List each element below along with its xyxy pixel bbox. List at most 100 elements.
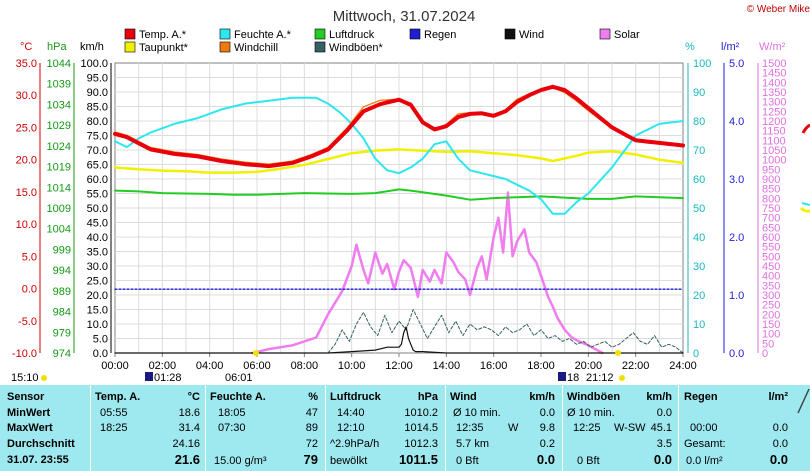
solar-tick-label: 1300 <box>762 97 786 109</box>
rain-unit-label: l/m² <box>721 41 740 53</box>
axis-unit-labels: °C hPa km/h % l/m² W/m² <box>20 41 786 53</box>
pressure-max-time: 12:10 <box>337 422 365 434</box>
x-tick-label: 24:00 <box>669 360 697 372</box>
wind-current-value: 0.0 <box>536 452 555 467</box>
pressure-tick-label: 974 <box>53 348 71 360</box>
rain-rate: 0.0 l/m² <box>686 455 723 467</box>
series-windb-en <box>327 309 684 354</box>
rain-total-label: Gesamt: <box>684 438 726 450</box>
solar-tick-label: 350 <box>762 280 780 292</box>
pressure-max-value: 1014.5 <box>404 422 438 434</box>
pressure-current-value: 1011.5 <box>398 452 438 467</box>
rain-max-value: 0.0 <box>772 422 788 434</box>
pressure-tick-label: 1019 <box>47 162 71 174</box>
rain-tick-label: 1.0 <box>729 290 744 302</box>
legend-swatch <box>219 28 231 40</box>
wind-avg-value: 0.2 <box>539 438 555 450</box>
edge-fragment-dark <box>797 388 810 414</box>
wind-tick-label: 20.0 <box>87 290 108 302</box>
temp-tick-label: 0.0 <box>22 284 37 296</box>
series-feuchte-a <box>114 96 684 215</box>
humidity-tick-label: 100 <box>693 58 711 70</box>
rain-tick-label: 3.0 <box>729 174 744 186</box>
rain-unit: l/m² <box>768 391 788 403</box>
chart-title: Mittwoch, 31.07.2024 <box>333 8 476 25</box>
solar-tick-label: 550 <box>762 242 780 254</box>
humidity-tick-label: 20 <box>693 290 705 302</box>
x-tick-label: 16:00 <box>480 360 508 372</box>
pressure-header: Luftdruck <box>330 391 381 403</box>
wind-unit-label: km/h <box>80 41 104 53</box>
start-time-label: 15:10 <box>11 372 39 384</box>
sunset-label: 06:01 <box>225 372 253 384</box>
moon-time-label: 21:12 <box>586 372 614 384</box>
solar-tick-label: 700 <box>762 213 780 225</box>
pressure-tick-label: 984 <box>53 307 71 319</box>
gust-min-value: 0.0 <box>656 407 672 419</box>
pressure-trend: ^2.9hPa/h <box>330 438 380 450</box>
rain-max-time: 00:00 <box>690 422 718 434</box>
humidity-min-value: 47 <box>305 407 318 419</box>
solar-tick-label: 300 <box>762 290 780 302</box>
pressure-min-time: 14:40 <box>337 407 365 419</box>
legend-label: Luftdruck <box>329 29 375 41</box>
chart-legend: Temp. A.* Feuchte A.* Luftdruck Regen Wind So… <box>124 28 640 54</box>
wind-unit: km/h <box>529 391 555 403</box>
wind-max-direction: W <box>508 422 519 434</box>
legend-label: Windchill <box>234 42 278 54</box>
legend-swatch <box>124 41 136 53</box>
start-time-dot <box>41 375 47 381</box>
wind-header: Wind <box>450 391 477 403</box>
wind-min-value: 0.0 <box>539 407 555 419</box>
row-label-current: 31.07. 23:55 <box>7 454 69 466</box>
sunset-dot <box>253 350 259 356</box>
solar-tick-label: 1000 <box>762 155 786 167</box>
pressure-tick-label: 1024 <box>47 141 71 153</box>
humidity-absolute: 15.00 g/m³ <box>214 455 267 467</box>
wind-avg-label: Ø 10 min. <box>453 407 501 419</box>
solar-tick-label: 500 <box>762 251 780 263</box>
chart-series <box>113 84 685 355</box>
edge-fragment-cyan <box>801 202 810 206</box>
pressure-unit-label: hPa <box>47 41 67 53</box>
wind-tick-label: 5.0 <box>93 334 108 346</box>
solar-tick-label: 0 <box>762 348 768 360</box>
solar-tick-label: 600 <box>762 232 780 244</box>
gust-current-value: 0.0 <box>653 452 672 467</box>
legend-label: Regen <box>424 29 456 41</box>
gust-header: Windböen <box>567 391 621 403</box>
legend-label: Feuchte A.* <box>234 29 292 41</box>
gust-max-time: 12:25 <box>573 422 601 434</box>
wind-tick-label: 65.0 <box>87 160 108 172</box>
x-tick-label: 06:00 <box>243 360 271 372</box>
solar-unit-label: W/m² <box>759 41 786 53</box>
legend-swatch <box>504 28 516 40</box>
temp-tick-label: 35.0 <box>16 58 37 70</box>
pressure-tick-label: 1044 <box>47 58 71 70</box>
wind-max-time: 12:35 <box>456 422 484 434</box>
humidity-tick-label: 50 <box>693 203 705 215</box>
row-label-avg: Durchschnitt <box>7 438 75 450</box>
pressure-tick-label: 1004 <box>47 224 71 236</box>
rain-total-value: 0.0 <box>772 438 788 450</box>
humidity-current-value: 79 <box>303 452 318 467</box>
rain-tick-label: 4.0 <box>729 116 744 128</box>
rain-tick-label: 5.0 <box>729 58 744 70</box>
solar-tick-label: 1050 <box>762 145 786 157</box>
solar-tick-label: 750 <box>762 203 780 215</box>
humidity-tick-label: 90 <box>693 87 705 99</box>
solar-tick-label: 850 <box>762 184 780 196</box>
wind-tick-label: 60.0 <box>87 174 108 186</box>
wind-tick-label: 30.0 <box>87 261 108 273</box>
temp-min-value: 18.6 <box>178 407 200 419</box>
pressure-tick-label: 1029 <box>47 120 71 132</box>
wind-tick-label: 80.0 <box>87 116 108 128</box>
weather-chart: Mittwoch, 31.07.2024 © Weber Mike Temp. … <box>11 4 810 384</box>
humidity-tick-label: 70 <box>693 145 705 157</box>
solar-tick-label: 50 <box>762 338 774 350</box>
legend-label: Windböen* <box>329 42 384 54</box>
x-tick-label: 20:00 <box>575 360 603 372</box>
x-tick-label: 12:00 <box>385 360 413 372</box>
row-label-max: MaxWert <box>7 422 53 434</box>
solar-tick-label: 1350 <box>762 87 786 99</box>
